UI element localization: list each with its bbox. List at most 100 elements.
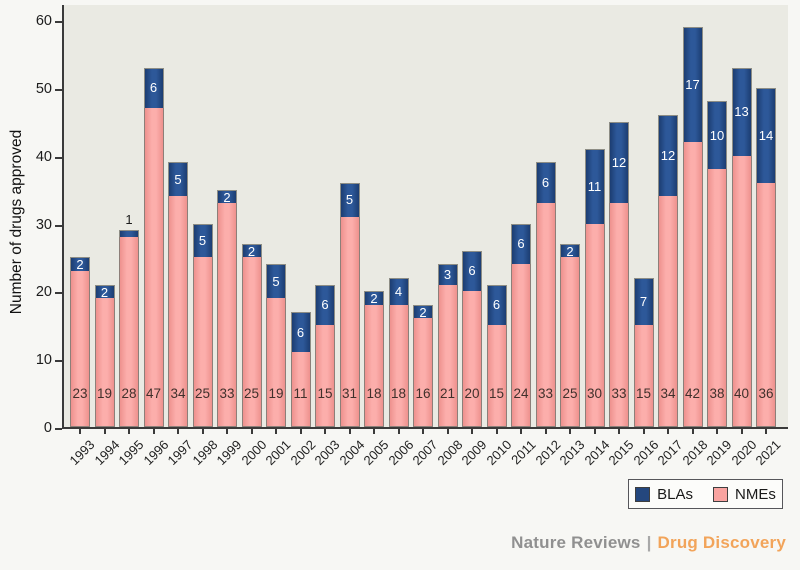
x-tick-label-2010: 2010 <box>483 437 515 469</box>
legend-swatch-icon <box>713 486 728 502</box>
nme-segment <box>143 108 164 427</box>
bla-segment <box>658 114 678 197</box>
nme-segment <box>290 352 311 427</box>
y-tick-mark <box>55 156 62 159</box>
nme-segment <box>70 270 90 427</box>
x-tick-mark <box>348 429 351 434</box>
journal-name: Nature Reviews <box>511 533 641 552</box>
bla-segment <box>486 284 507 326</box>
x-tick-mark <box>299 429 302 434</box>
x-tick-label-2013: 2013 <box>556 437 588 469</box>
x-tick-mark <box>691 429 694 434</box>
bar-2018: 17 42 <box>682 26 703 427</box>
nme-value-label: 47 <box>145 386 162 401</box>
y-tick-label: 30 <box>35 216 52 233</box>
nme-segment <box>413 318 433 427</box>
nme-value-label: 42 <box>684 386 701 401</box>
bla-segment <box>70 257 90 271</box>
nme-value-label: 25 <box>562 386 578 401</box>
x-tick-label-2012: 2012 <box>532 437 564 469</box>
nme-value-label: 34 <box>660 386 676 401</box>
bla-value-label: 6 <box>541 175 550 191</box>
bar-2020: 13 40 <box>731 67 752 427</box>
legend-item-blas: BLAs <box>635 486 693 503</box>
nme-segment <box>94 298 115 427</box>
x-tick-label-2002: 2002 <box>287 437 319 469</box>
bla-segment <box>339 182 360 217</box>
x-tick-mark <box>495 429 498 434</box>
journal-title: Drug Discovery <box>657 533 786 552</box>
x-tick-mark <box>201 429 204 434</box>
bla-value-label: 2 <box>370 291 378 307</box>
nme-segment <box>633 325 654 427</box>
x-tick-label-2017: 2017 <box>654 437 686 469</box>
x-tick-mark <box>765 429 767 434</box>
y-tick-mark <box>55 224 62 227</box>
bla-value-label: 2 <box>566 243 574 259</box>
nme-segment <box>437 284 458 427</box>
bla-segment <box>535 162 556 204</box>
x-tick-label-1995: 1995 <box>115 437 147 469</box>
bar-1997: 5 34 <box>168 162 188 427</box>
x-tick-mark <box>128 429 130 434</box>
legend-label: BLAs <box>657 485 693 503</box>
nme-segment <box>388 304 409 427</box>
bla-value-label: 12 <box>660 148 676 164</box>
bla-value-label: 13 <box>734 104 749 120</box>
nme-segment <box>731 155 752 427</box>
nme-value-label: 19 <box>268 386 284 401</box>
x-tick-mark <box>544 429 547 434</box>
bla-value-label: 14 <box>758 127 774 143</box>
bla-segment <box>388 277 409 305</box>
y-tick-label: 60 <box>35 13 52 29</box>
x-tick-label-2001: 2001 <box>262 437 294 469</box>
nme-value-label: 21 <box>439 386 456 401</box>
bla-value-label: 7 <box>639 294 648 310</box>
bar-2008: 3 21 <box>437 264 458 427</box>
nme-segment <box>339 216 360 427</box>
bla-value-label: 4 <box>394 283 403 299</box>
bar-1998: 5 25 <box>192 223 213 427</box>
nme-segment <box>584 223 605 427</box>
nme-value-label: 15 <box>635 386 652 401</box>
x-tick-mark <box>152 429 155 434</box>
nme-value-label: 24 <box>513 386 529 401</box>
nme-segment <box>658 196 678 427</box>
x-tick-mark <box>446 429 449 434</box>
nme-segment <box>707 169 727 427</box>
y-tick-label: 50 <box>35 80 52 97</box>
x-tick-label-2021: 2021 <box>752 437 784 469</box>
x-tick-label-2009: 2009 <box>458 437 490 469</box>
nme-value-label: 40 <box>733 386 750 401</box>
x-tick-mark <box>569 429 571 434</box>
nme-segment <box>266 298 286 427</box>
bar-2021: 14 36 <box>756 87 776 427</box>
bla-segment <box>511 223 531 265</box>
x-axis-labels: 1993 1994 1995 1996 1997 1998 1999 2000 2001 2002… <box>62 437 788 482</box>
x-tick-mark <box>103 429 106 434</box>
footer-separator: | <box>646 533 652 552</box>
x-tick-label-2007: 2007 <box>409 437 441 469</box>
bla-value-label: 6 <box>149 80 158 96</box>
bla-value-label: 17 <box>685 76 700 92</box>
x-tick-mark <box>324 429 326 434</box>
x-tick-mark <box>373 429 375 434</box>
x-tick-mark <box>520 429 522 434</box>
legend: BLAs NMEs <box>628 479 783 509</box>
bla-segment <box>315 284 335 326</box>
nme-segment <box>119 237 139 427</box>
nme-value-label: 16 <box>415 386 431 401</box>
bar-2006: 4 18 <box>388 277 409 427</box>
bla-segment <box>143 67 164 109</box>
bar-2014: 11 30 <box>584 148 605 427</box>
bla-value-label: 2 <box>100 284 109 300</box>
bars-container: 2 23 2 19 1 28 6 47 5 34 5 25 2 33 2 25 5 19 6 11 6 15 5 31 2 18 4… <box>70 26 776 427</box>
nme-segment <box>535 203 556 427</box>
nme-segment <box>486 325 507 427</box>
bar-2000: 2 25 <box>241 243 262 427</box>
x-tick-mark <box>177 429 179 434</box>
footer-branding: Nature Reviews | Drug Discovery <box>511 533 786 553</box>
nme-segment <box>168 196 188 427</box>
x-tick-label-1997: 1997 <box>164 437 196 469</box>
x-tick-label-2014: 2014 <box>581 437 613 469</box>
